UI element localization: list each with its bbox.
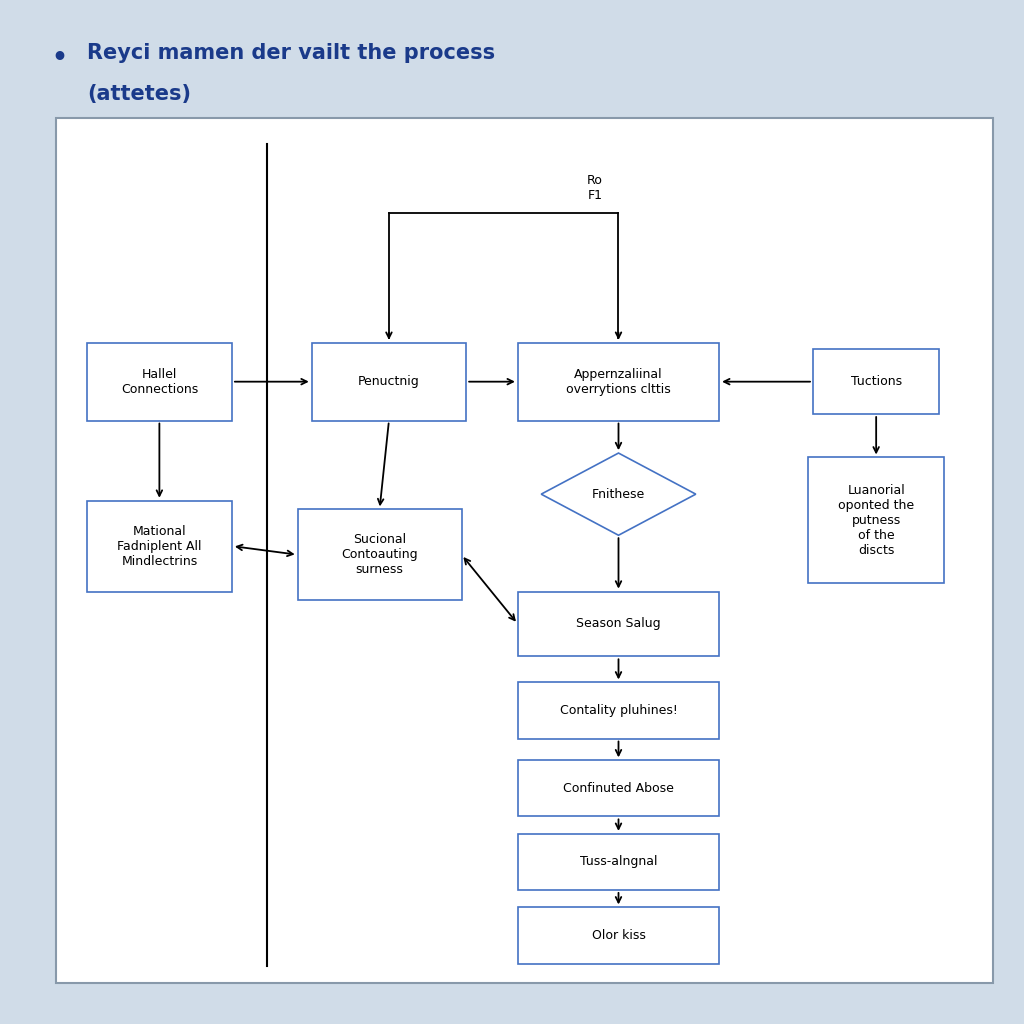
Text: Luanorial
oponted the
putness
of the
discts: Luanorial oponted the putness of the dis… [838, 483, 914, 557]
Text: Hallel
Connections: Hallel Connections [121, 368, 198, 395]
FancyBboxPatch shape [87, 501, 232, 592]
FancyBboxPatch shape [56, 118, 993, 983]
FancyBboxPatch shape [518, 834, 719, 890]
Text: Season Salug: Season Salug [577, 617, 660, 631]
Text: Reyci mamen der vailt the process: Reyci mamen der vailt the process [87, 43, 496, 63]
Text: Appernzaliinal
overrytions clttis: Appernzaliinal overrytions clttis [566, 368, 671, 395]
FancyBboxPatch shape [298, 509, 462, 600]
FancyBboxPatch shape [87, 343, 232, 421]
FancyBboxPatch shape [311, 343, 466, 421]
Text: Contality pluhines!: Contality pluhines! [559, 703, 678, 717]
Text: Penuctnig: Penuctnig [358, 375, 420, 388]
Text: Confinuted Abose: Confinuted Abose [563, 782, 674, 795]
Text: Olor kiss: Olor kiss [592, 929, 645, 942]
Text: Sucional
Contoauting
surness: Sucional Contoauting surness [341, 534, 418, 577]
FancyBboxPatch shape [518, 682, 719, 738]
Text: Ro
F1: Ro F1 [587, 174, 603, 202]
Text: Tuctions: Tuctions [851, 375, 902, 388]
Text: •: • [51, 46, 68, 70]
FancyBboxPatch shape [813, 349, 939, 414]
Text: (attetes): (attetes) [87, 84, 191, 104]
Text: Tuss-alngnal: Tuss-alngnal [580, 855, 657, 868]
FancyBboxPatch shape [518, 760, 719, 816]
FancyBboxPatch shape [518, 592, 719, 656]
FancyBboxPatch shape [808, 458, 944, 583]
FancyBboxPatch shape [518, 907, 719, 964]
FancyBboxPatch shape [518, 343, 719, 421]
Polygon shape [542, 453, 695, 536]
Text: Fnithese: Fnithese [592, 487, 645, 501]
Text: Mational
Fadniplent All
Mindlectrins: Mational Fadniplent All Mindlectrins [117, 524, 202, 567]
